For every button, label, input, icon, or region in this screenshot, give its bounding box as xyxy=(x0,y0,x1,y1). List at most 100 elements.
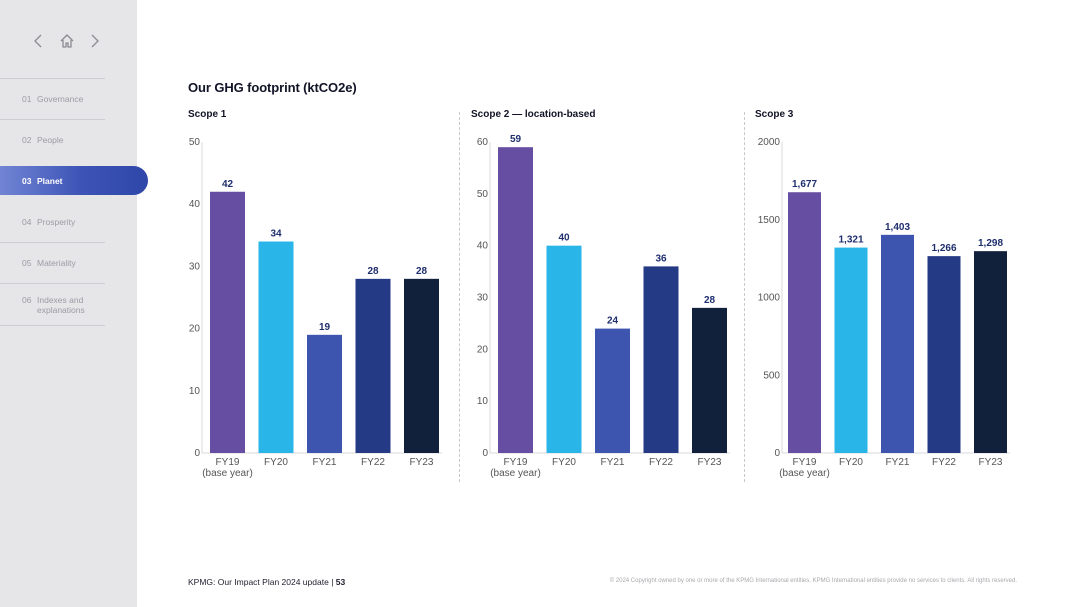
y-tick-label: 0 xyxy=(774,448,780,459)
footer-title: KPMG: Our Impact Plan 2024 update | 53 xyxy=(188,577,345,587)
x-tick-label: FY23 xyxy=(410,457,434,468)
nav-controls xyxy=(30,33,105,51)
chart-title-scope1: Scope 1 xyxy=(188,109,227,120)
data-label: 34 xyxy=(270,229,282,240)
bar-fy19 xyxy=(210,191,245,453)
x-tick-label: FY20 xyxy=(552,457,576,468)
menu-item-label-line2: explanations xyxy=(37,305,85,315)
bar-fy23 xyxy=(404,278,439,453)
menu-item-number: 05 xyxy=(22,258,32,268)
sidebar: 01 Governance 02 People 03 Planet 04 Pro… xyxy=(0,0,148,607)
menu-item-label: Prosperity xyxy=(37,216,76,227)
y-tick-label: 1000 xyxy=(758,293,781,304)
menu-item-number: 04 xyxy=(22,216,32,227)
data-label: 28 xyxy=(704,295,716,306)
menu-item-people[interactable]: 02 People xyxy=(0,119,105,160)
y-tick-label: 20 xyxy=(477,344,489,355)
bar-fy20 xyxy=(834,247,868,453)
menu-item-planet[interactable]: 03 Planet xyxy=(0,166,148,195)
x-tick-label: FY21 xyxy=(601,457,625,468)
menu-item-governance[interactable]: 01 Governance xyxy=(0,78,105,119)
menu-item-label: Governance xyxy=(37,94,84,104)
chevron-left-icon[interactable] xyxy=(33,33,43,49)
chart-title-scope2: Scope 2 — location-based xyxy=(471,109,596,120)
x-tick-label: FY19 xyxy=(793,457,817,468)
chevron-right-icon[interactable] xyxy=(90,33,100,49)
y-tick-label: 20 xyxy=(189,324,201,335)
bar-fy22 xyxy=(927,256,961,453)
chart-divider xyxy=(744,112,745,482)
data-label: 42 xyxy=(222,179,234,190)
x-tick-sublabel: (base year) xyxy=(202,468,253,479)
page-number: 53 xyxy=(335,577,346,587)
chart-scope3: 0 500 1000 1500 2000 1,677 FY19(base year) 1,32… xyxy=(758,137,1010,479)
bar-fy20 xyxy=(546,245,582,453)
y-tick-label: 30 xyxy=(477,293,489,304)
x-tick-label: FY20 xyxy=(839,457,863,468)
y-tick-label: 500 xyxy=(763,370,780,381)
x-tick-label: FY21 xyxy=(886,457,910,468)
x-tick-sublabel: (base year) xyxy=(490,468,541,479)
bar-fy19 xyxy=(498,147,533,453)
y-tick-label: 30 xyxy=(189,261,201,272)
y-tick-label: 50 xyxy=(477,189,489,200)
data-label: 1,298 xyxy=(978,238,1003,249)
bar-fy19 xyxy=(788,192,821,453)
menu-item-label-line1: Indexes and xyxy=(37,295,84,305)
footer-copyright: © 2024 Copyright owned by one or more of… xyxy=(609,578,1017,584)
menu-item-label: Materiality xyxy=(37,258,76,268)
bar-fy20 xyxy=(258,241,294,453)
x-tick-label: FY23 xyxy=(979,457,1003,468)
data-label: 59 xyxy=(510,134,522,145)
chart-title-scope3: Scope 3 xyxy=(755,109,794,120)
x-tick-label: FY21 xyxy=(313,457,337,468)
y-tick-label: 60 xyxy=(477,137,489,148)
data-label: 28 xyxy=(367,266,379,277)
menu-item-label: People xyxy=(37,135,64,145)
x-tick-label: FY22 xyxy=(932,457,956,468)
menu-item-materiality[interactable]: 05 Materiality xyxy=(0,242,105,283)
bar-fy23 xyxy=(692,307,727,453)
bar-fy22 xyxy=(355,278,391,453)
y-tick-label: 0 xyxy=(194,448,200,459)
data-label: 1,266 xyxy=(931,243,956,254)
data-label: 1,403 xyxy=(885,222,910,233)
home-icon[interactable] xyxy=(59,33,75,49)
chart-scope1: 0 10 20 30 40 50 42 FY19(base year) 34 FY20 19 FY21… xyxy=(189,137,442,479)
data-label: 1,677 xyxy=(792,179,817,190)
y-tick-label: 10 xyxy=(189,386,201,397)
y-tick-label: 40 xyxy=(189,199,201,210)
data-label: 19 xyxy=(319,322,331,333)
x-tick-label: FY22 xyxy=(649,457,673,468)
y-tick-label: 0 xyxy=(482,448,488,459)
chart-divider xyxy=(459,112,460,482)
data-label: 28 xyxy=(416,266,428,277)
data-label: 1,321 xyxy=(838,235,863,246)
menu-item-label: Planet xyxy=(37,175,63,186)
data-label: 40 xyxy=(558,233,570,244)
y-tick-label: 40 xyxy=(477,241,489,252)
data-label: 36 xyxy=(655,253,667,264)
menu-item-label: Indexes and explanations xyxy=(37,295,85,315)
footer-separator: | xyxy=(331,577,334,587)
footer-doc-title: KPMG: Our Impact Plan 2024 update xyxy=(188,577,329,587)
page-title: Our GHG footprint (ktCO2e) xyxy=(188,80,357,95)
menu-item-prosperity[interactable]: 04 Prosperity xyxy=(0,201,105,242)
y-tick-label: 2000 xyxy=(758,137,781,148)
menu-item-number: 03 xyxy=(22,175,32,186)
x-tick-sublabel: (base year) xyxy=(779,468,830,479)
bar-fy21 xyxy=(307,334,342,453)
bar-fy22 xyxy=(643,266,679,453)
x-tick-label: FY20 xyxy=(264,457,288,468)
bar-fy23 xyxy=(974,251,1007,453)
section-menu: 01 Governance 02 People 03 Planet 04 Pro… xyxy=(0,78,148,326)
x-tick-label: FY19 xyxy=(216,457,240,468)
y-tick-label: 50 xyxy=(189,137,201,148)
bar-fy21 xyxy=(881,234,914,453)
data-label: 24 xyxy=(607,316,619,327)
x-tick-label: FY19 xyxy=(504,457,528,468)
menu-divider xyxy=(0,325,105,326)
menu-item-number: 02 xyxy=(22,135,32,145)
menu-item-indexes[interactable]: 06 Indexes and explanations xyxy=(0,283,105,325)
x-tick-label: FY23 xyxy=(698,457,722,468)
